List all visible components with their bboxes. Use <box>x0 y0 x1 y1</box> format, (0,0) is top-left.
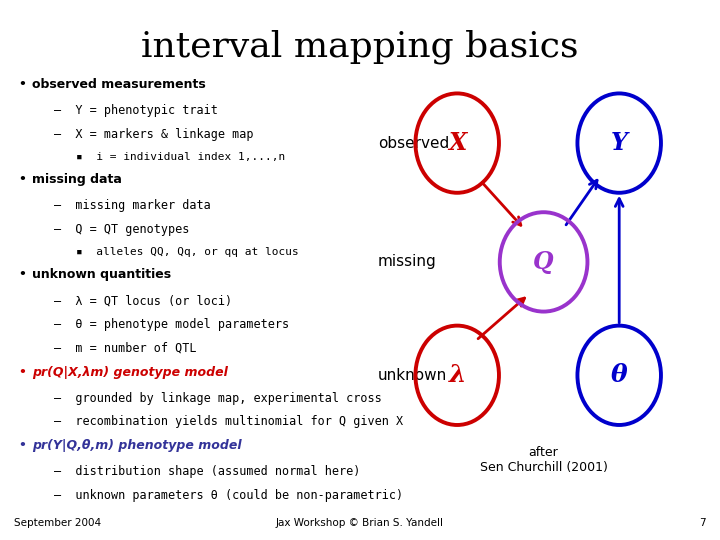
Text: unknown: unknown <box>378 368 447 383</box>
Text: –  unknown parameters θ (could be non-parametric): – unknown parameters θ (could be non-par… <box>54 489 403 502</box>
Text: –  X = markers & linkage map: – X = markers & linkage map <box>54 128 253 141</box>
Text: 7: 7 <box>699 518 706 528</box>
Text: X: X <box>448 131 467 155</box>
Text: Q: Q <box>534 250 554 274</box>
Text: –  Q = QT genotypes: – Q = QT genotypes <box>54 223 189 236</box>
Text: –  Y = phenotypic trait: – Y = phenotypic trait <box>54 104 218 117</box>
Text: Jax Workshop © Brian S. Yandell: Jax Workshop © Brian S. Yandell <box>276 518 444 528</box>
Text: –  θ = phenotype model parameters: – θ = phenotype model parameters <box>54 318 289 331</box>
Text: –  m = number of QTL: – m = number of QTL <box>54 342 197 355</box>
Text: interval mapping basics: interval mapping basics <box>141 30 579 64</box>
Text: •: • <box>18 439 26 452</box>
Text: pr(Y|Q,θ,m) phenotype model: pr(Y|Q,θ,m) phenotype model <box>32 439 242 452</box>
Text: September 2004: September 2004 <box>14 518 102 528</box>
Text: •: • <box>18 78 26 91</box>
Text: missing data: missing data <box>32 173 122 186</box>
Text: pr(Q|X,λm) genotype model: pr(Q|X,λm) genotype model <box>32 366 228 379</box>
Text: •: • <box>18 366 26 379</box>
Text: ▪  alleles QQ, Qq, or qq at locus: ▪ alleles QQ, Qq, or qq at locus <box>76 247 298 257</box>
Text: observed measurements: observed measurements <box>32 78 206 91</box>
Text: –  λ = QT locus (or loci): – λ = QT locus (or loci) <box>54 294 232 307</box>
Text: –  grounded by linkage map, experimental cross: – grounded by linkage map, experimental … <box>54 392 382 404</box>
Text: Y: Y <box>611 131 628 155</box>
Text: unknown quantities: unknown quantities <box>32 268 171 281</box>
Text: observed: observed <box>378 136 449 151</box>
Text: –  recombination yields multinomial for Q given X: – recombination yields multinomial for Q… <box>54 415 403 428</box>
Text: after
Sen Churchill (2001): after Sen Churchill (2001) <box>480 446 608 474</box>
Text: missing: missing <box>378 254 437 269</box>
Text: ▪  i = individual index 1,...,n: ▪ i = individual index 1,...,n <box>76 152 285 162</box>
Text: –  distribution shape (assumed normal here): – distribution shape (assumed normal her… <box>54 465 361 478</box>
Text: •: • <box>18 268 26 281</box>
Text: λ: λ <box>449 363 466 387</box>
Text: θ: θ <box>611 363 628 387</box>
Text: –  missing marker data: – missing marker data <box>54 199 211 212</box>
Text: •: • <box>18 173 26 186</box>
